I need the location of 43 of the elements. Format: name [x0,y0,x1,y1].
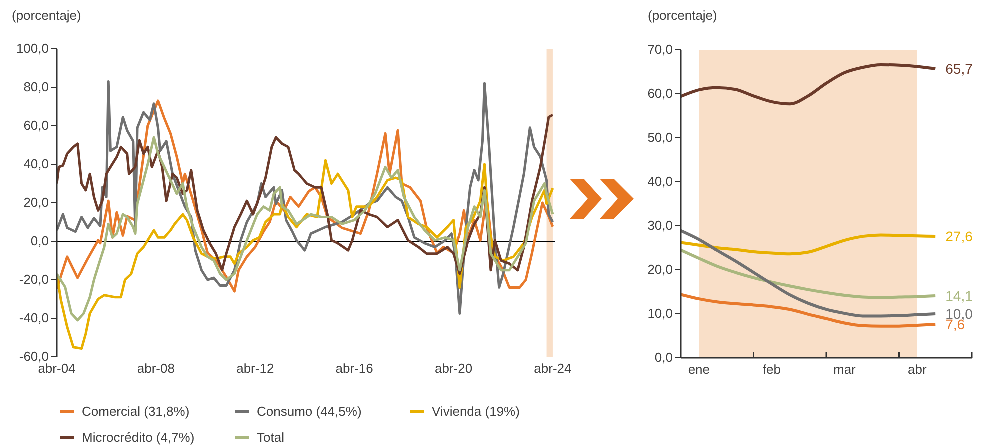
y-tick-label: 40,0 [648,174,673,189]
y-tick-label: 60,0 [24,118,49,133]
y-tick-label: -60,0 [19,349,49,364]
x-tick-label: abr-08 [137,361,175,376]
y-tick-label: 20,0 [648,262,673,277]
x-tick-label: abr-12 [236,361,274,376]
x-tick-label: abr [908,362,928,377]
x-tick-label: mar [833,362,857,377]
line-series [681,293,938,328]
line-series [681,63,938,106]
data-label: 65,7 [946,60,974,77]
y-tick-label: -20,0 [19,272,49,287]
y-tick-label: -40,0 [19,310,49,326]
y-tick-label: 70,0 [648,42,673,57]
line-series [681,229,938,318]
line-series [681,248,938,300]
x-tick-label: abr-20 [434,361,473,376]
legend-label: Total [257,430,284,444]
x-tick-label: abr-24 [534,361,572,376]
legend-label: Consumo (44,5%) [257,404,362,418]
legend-label: Comercial (31,8%) [82,404,190,418]
x-tick-label: feb [762,362,781,377]
legend-label: Microcrédito (4,7%) [82,430,195,444]
legend-label: Vivienda (19%) [432,404,520,418]
y-tick-label: 30,0 [648,218,673,233]
y-tick-label: 60,0 [648,86,673,101]
y-tick-label: 20,0 [24,195,49,210]
line-series [57,136,554,322]
data-label: 14,1 [946,288,974,304]
y-tick-label: 40,0 [24,156,49,172]
x-tick-label: abr-16 [336,361,374,376]
y-tick-label: 10,0 [648,306,673,321]
x-tick-label: abr-04 [38,361,76,376]
y-tick-label: 50,0 [648,130,673,145]
y-axis-title: (porcentaje) [12,8,82,23]
y-tick-label: 0,0 [30,234,49,248]
data-label: 27,6 [946,228,974,245]
y-tick-label: 100,0 [16,41,49,56]
line-series [681,234,938,256]
x-tick-label: ene [688,362,710,377]
y-tick-label: 80,0 [24,80,49,94]
y-tick-label: 0,0 [654,350,673,365]
y-axis-title: (porcentaje) [648,8,718,23]
